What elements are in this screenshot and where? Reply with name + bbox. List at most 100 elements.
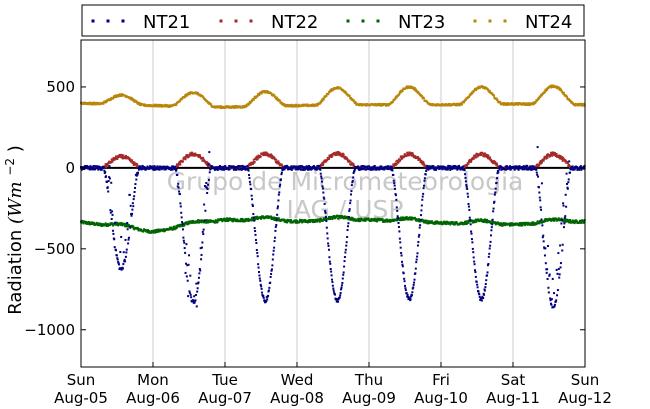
data-point [531, 102, 534, 105]
data-point [426, 164, 429, 167]
data-point [332, 289, 335, 292]
data-point [280, 163, 283, 166]
data-point [476, 283, 479, 286]
data-point [360, 165, 363, 168]
data-point [491, 218, 494, 221]
data-point [449, 168, 452, 171]
data-point [346, 236, 349, 239]
data-point [489, 244, 492, 247]
data-point [545, 155, 548, 158]
data-point [260, 217, 263, 220]
data-point [171, 228, 174, 231]
data-point [392, 173, 395, 176]
data-point [339, 152, 342, 155]
data-point [223, 217, 226, 220]
data-point [483, 293, 486, 296]
data-point [334, 154, 337, 157]
data-point [351, 98, 354, 101]
data-point [565, 205, 568, 208]
data-point [580, 102, 583, 105]
data-point [544, 89, 547, 92]
data-point [181, 221, 184, 224]
data-point [111, 229, 114, 232]
data-point [340, 286, 343, 289]
data-point [135, 100, 138, 103]
data-point [128, 157, 131, 160]
data-point [99, 166, 102, 169]
data-point [522, 165, 525, 168]
data-point [471, 247, 474, 250]
data-point [270, 269, 273, 272]
data-point [242, 166, 244, 169]
x-tick-date: Aug-05 [54, 389, 108, 407]
data-point [394, 193, 397, 196]
data-point [352, 172, 355, 175]
data-point [129, 225, 132, 228]
data-point [289, 219, 292, 222]
data-point [183, 223, 186, 226]
data-point [307, 167, 310, 170]
data-point [116, 258, 119, 261]
data-point [368, 168, 371, 171]
data-point [472, 251, 475, 254]
data-point [156, 165, 159, 168]
data-point [554, 153, 557, 156]
data-point [400, 260, 403, 263]
data-point [270, 153, 273, 156]
data-point [192, 220, 195, 223]
data-point [398, 237, 401, 240]
data-point [244, 219, 247, 222]
data-point [248, 174, 251, 177]
data-point [267, 290, 270, 293]
data-point [505, 103, 508, 106]
data-point [577, 103, 580, 106]
data-point [233, 218, 236, 221]
data-point [263, 152, 266, 155]
data-point [538, 191, 541, 194]
data-point [352, 217, 355, 220]
data-point [469, 218, 472, 221]
data-point [367, 217, 370, 220]
data-point [173, 225, 176, 228]
data-point [321, 185, 324, 188]
data-point [535, 222, 538, 225]
data-point [562, 226, 565, 229]
data-point [346, 158, 349, 161]
data-point [216, 221, 219, 224]
data-point [241, 220, 244, 223]
data-point [359, 167, 362, 170]
data-point [388, 218, 391, 221]
data-point [118, 263, 121, 266]
x-tick-date: Aug-06 [126, 389, 180, 407]
data-point [110, 158, 113, 161]
data-point [83, 167, 86, 170]
data-point [125, 157, 128, 160]
data-point [475, 280, 478, 283]
data-point [513, 168, 516, 171]
data-point [297, 165, 300, 168]
data-point [472, 256, 475, 259]
data-point [124, 255, 127, 258]
data-point [92, 221, 95, 224]
data-point [325, 95, 328, 98]
data-point [486, 218, 489, 221]
data-point [253, 227, 256, 230]
legend-marker [376, 19, 380, 23]
data-point [528, 104, 531, 107]
data-point [321, 161, 324, 164]
data-point [289, 104, 292, 107]
data-point [463, 169, 466, 172]
data-point [236, 218, 239, 221]
data-point [136, 173, 139, 176]
data-point [521, 224, 524, 227]
data-point [224, 218, 227, 221]
data-point [337, 151, 340, 154]
data-point [250, 188, 253, 191]
data-point [270, 268, 273, 271]
data-point [258, 93, 261, 96]
data-point [542, 234, 545, 237]
data-point [120, 235, 123, 238]
data-point [124, 238, 127, 241]
data-point [435, 104, 438, 107]
data-point [92, 101, 95, 104]
